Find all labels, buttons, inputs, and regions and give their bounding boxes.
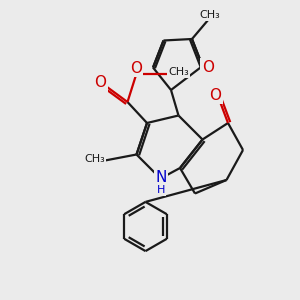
Text: O: O xyxy=(209,88,221,103)
Text: O: O xyxy=(94,75,106,90)
Text: CH₃: CH₃ xyxy=(168,67,189,77)
Text: CH₃: CH₃ xyxy=(84,154,105,164)
Text: H: H xyxy=(157,185,165,195)
Text: O: O xyxy=(130,61,142,76)
Text: O: O xyxy=(202,60,214,75)
Text: CH₃: CH₃ xyxy=(200,10,220,20)
Text: N: N xyxy=(155,169,167,184)
